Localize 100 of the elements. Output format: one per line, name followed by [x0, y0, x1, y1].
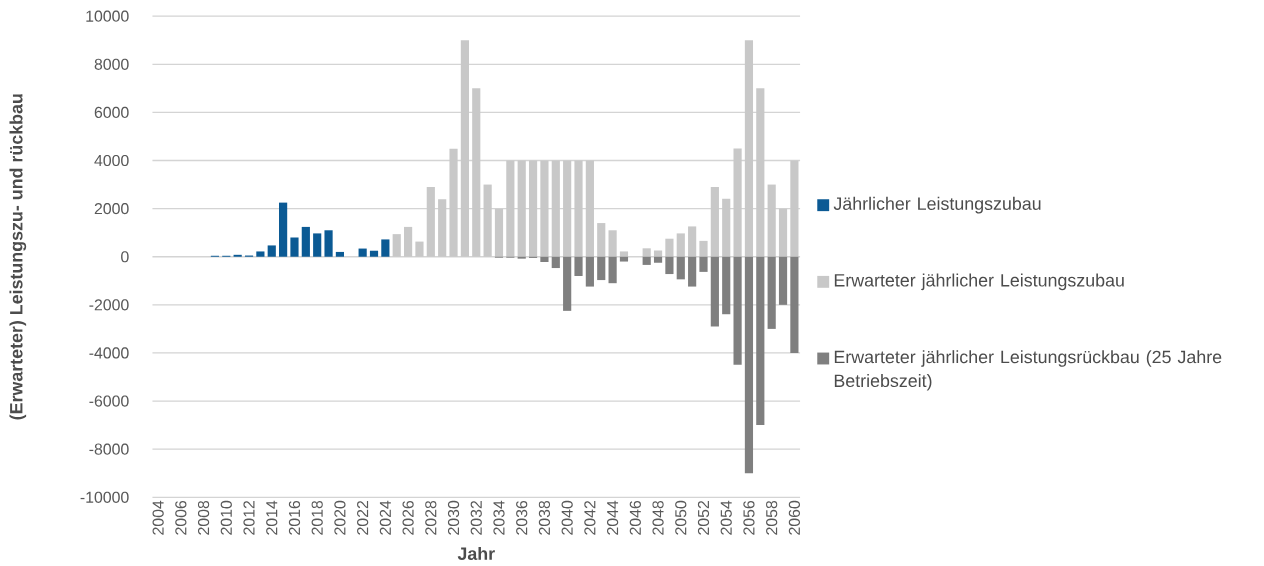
bar: [733, 148, 742, 257]
bar: [540, 256, 549, 263]
bar: [551, 256, 560, 269]
x-tick-label: 2006: [175, 500, 187, 535]
bar: [744, 40, 754, 257]
bar: [256, 251, 265, 257]
bar: [392, 234, 401, 257]
bar: [563, 256, 572, 311]
y-tick-label: 2000: [94, 203, 129, 215]
bar: [279, 202, 288, 257]
bar: [778, 256, 788, 305]
bar: [608, 230, 617, 257]
x-tick-label: 2014: [266, 500, 278, 535]
x-tick-label: 2004: [152, 500, 164, 535]
y-tick-label: -2000: [89, 299, 129, 311]
bar: [653, 256, 663, 263]
bar: [608, 256, 617, 284]
bar: [665, 256, 674, 275]
x-tick-label: 2024: [379, 500, 391, 535]
x-tick-label: 2052: [697, 501, 710, 535]
bar: [506, 160, 515, 257]
bar: [733, 256, 742, 365]
bar: [597, 223, 606, 257]
x-axis-title: Jahr: [457, 546, 495, 560]
bar: [722, 256, 731, 315]
y-tick-label: 0: [121, 251, 129, 263]
bar: [313, 233, 322, 257]
x-tick-label: 2046: [629, 500, 641, 535]
legend-label: Erwarteter jährlicher Leistungszubau: [834, 273, 1124, 291]
x-tick-label: 2018: [311, 500, 323, 535]
bar: [483, 184, 492, 257]
legend-label: Jährlicher Leistungszubau: [833, 196, 1041, 214]
bar: [676, 233, 685, 257]
bar: [597, 256, 606, 281]
y-axis-title: (Erwarteter) Leistungszu- und rückbau: [9, 94, 27, 420]
x-tick-label: 2010: [220, 500, 232, 535]
bar: [699, 240, 708, 257]
bar: [619, 251, 629, 257]
bar: [301, 226, 310, 257]
bar: [449, 148, 458, 257]
bar: [574, 256, 583, 276]
x-tick-label: 2060: [788, 500, 800, 535]
bar: [676, 256, 685, 280]
y-tick-label: 10000: [86, 10, 129, 22]
bar: [756, 256, 765, 426]
bar: [267, 245, 276, 257]
bar: [710, 186, 719, 257]
x-tick-label: 2034: [493, 500, 505, 535]
bar: [563, 160, 572, 257]
bar: [358, 248, 367, 257]
x-tick-label: 2036: [516, 500, 528, 535]
x-tick-label: 2044: [607, 500, 619, 535]
bar: [528, 160, 538, 257]
bar: [426, 186, 435, 257]
y-tick-label: 8000: [94, 58, 129, 70]
bar: [699, 256, 708, 272]
y-tick-label: -10000: [80, 491, 129, 503]
bar: [517, 160, 526, 257]
bar: [642, 256, 651, 265]
bar: [551, 160, 560, 257]
x-tick-label: 2054: [720, 500, 732, 535]
y-tick-label: -4000: [89, 347, 129, 359]
bar: [619, 256, 629, 262]
bar: [381, 239, 390, 257]
bar: [369, 250, 379, 257]
x-tick-label: 2038: [538, 500, 551, 535]
bar: [790, 256, 799, 353]
bar: [767, 184, 776, 257]
bar: [335, 251, 345, 257]
bar: [722, 198, 731, 257]
bar: [744, 256, 754, 474]
y-tick-label: -6000: [89, 395, 129, 407]
bar: [404, 226, 413, 257]
x-tick-label: 2012: [243, 501, 255, 535]
legend-label: Erwarteter jährlicher Leistungsrückbau (25 Jahre Betriebszeit): [834, 350, 1222, 391]
x-tick-label: 2050: [675, 500, 687, 535]
bar: [574, 160, 583, 257]
bar: [585, 256, 594, 287]
bar: [540, 160, 549, 257]
bar: [494, 208, 504, 257]
bar: [438, 199, 447, 257]
bar: [415, 241, 424, 257]
y-tick-label: -8000: [89, 443, 129, 455]
bar: [778, 208, 788, 257]
x-tick-label: 2020: [334, 500, 346, 535]
bar: [460, 40, 469, 257]
x-tick-label: 2030: [447, 500, 460, 535]
bar: [585, 160, 594, 257]
x-tick-label: 2048: [652, 500, 664, 535]
x-tick-label: 2058: [766, 500, 778, 535]
x-tick-label: 2032: [470, 501, 482, 535]
x-tick-label: 2056: [743, 500, 755, 535]
x-tick-label: 2022: [357, 501, 369, 535]
bar: [767, 256, 776, 329]
y-tick-label: 4000: [94, 154, 129, 167]
bar: [710, 256, 719, 327]
x-tick-label: 2028: [425, 500, 437, 535]
bar: [653, 250, 663, 257]
x-tick-label: 2042: [584, 501, 596, 535]
x-tick-label: 2040: [561, 500, 573, 535]
